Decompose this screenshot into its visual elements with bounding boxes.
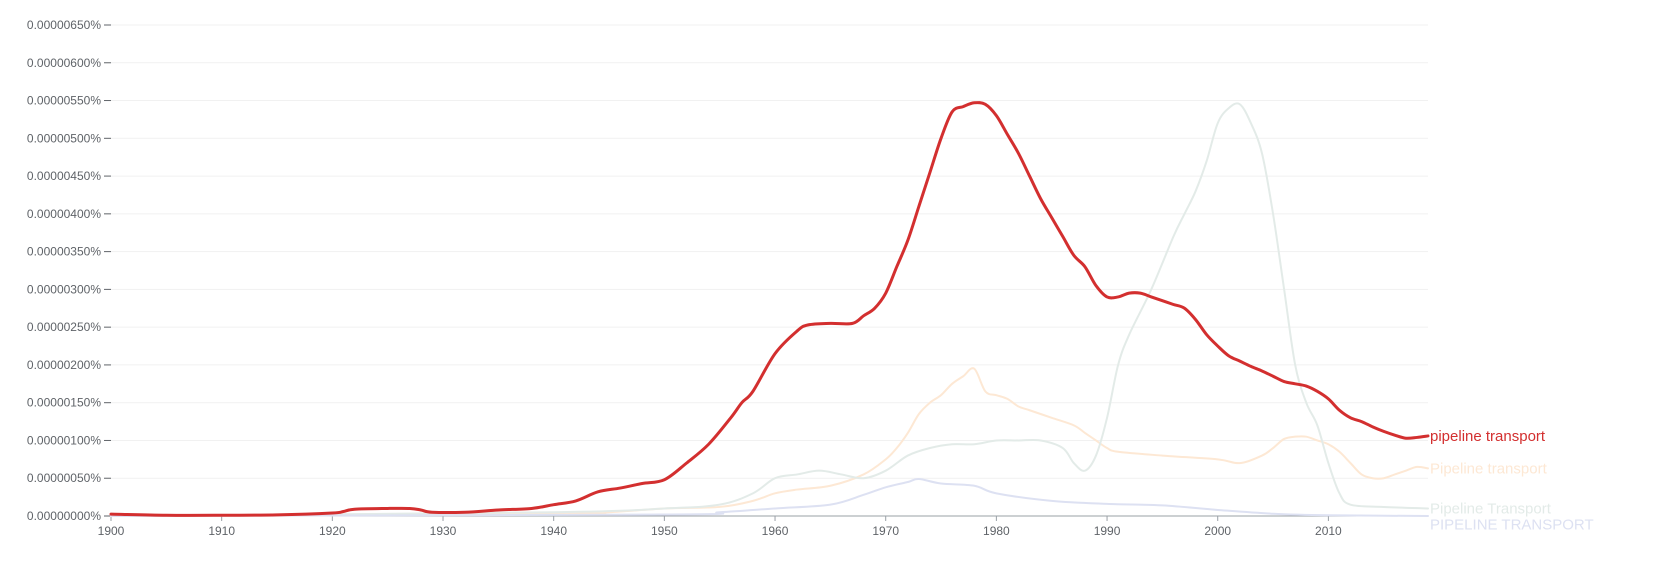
y-axis: 0.00000650% 0.00000600% 0.00000550% 0.00000… — [27, 18, 111, 523]
y-tick-label: 0.00000550% — [27, 94, 101, 108]
y-tick-label: 0.00000650% — [27, 18, 101, 32]
gridlines — [111, 24, 1428, 479]
y-tick-label: 0.00000450% — [27, 169, 101, 183]
series-label-pipeline-transport-1[interactable]: Pipeline transport — [1430, 460, 1548, 477]
y-tick-label: 0.00000000% — [27, 509, 101, 523]
x-axis: 1900 1910 1920 1930 1940 1950 1960 1970 1980 1990… — [98, 515, 1428, 538]
y-tick-label: 0.00000350% — [27, 245, 101, 259]
x-tick-label: 2010 — [1315, 524, 1342, 538]
y-tick-label: 0.00000150% — [27, 396, 101, 410]
series-labels: pipeline transport Pipeline transport Pipe… — [1430, 428, 1594, 534]
x-tick-label: 1960 — [762, 524, 789, 538]
y-tick-label: 0.00000300% — [27, 282, 101, 296]
series-label-pipeline-transport[interactable]: pipeline transport — [1430, 428, 1546, 445]
x-tick-label: 1980 — [983, 524, 1010, 538]
series-label-pipeline-transport-2[interactable]: Pipeline Transport — [1430, 500, 1552, 517]
series-line-pipeline-transport-2[interactable] — [110, 102, 1429, 517]
x-tick-label: 1970 — [872, 524, 899, 538]
y-tick-label: 0.00000500% — [27, 131, 101, 145]
y-tick-label: 0.00000200% — [27, 358, 101, 372]
x-tick-label: 2000 — [1204, 524, 1231, 538]
y-tick-label: 0.00000100% — [27, 433, 101, 447]
y-tick-label: 0.00000050% — [27, 471, 101, 485]
series-label-pipeline-transport-3[interactable]: PIPELINE TRANSPORT — [1430, 516, 1594, 533]
series-line-pipeline-transport[interactable] — [109, 101, 1430, 517]
y-tick-label: 0.00000600% — [27, 56, 101, 70]
x-tick-label: 1940 — [540, 524, 567, 538]
x-tick-label: 1910 — [208, 524, 235, 538]
x-tick-label: 1990 — [1094, 524, 1121, 538]
y-tick-label: 0.00000400% — [27, 207, 101, 221]
series-lines — [109, 101, 1430, 517]
x-tick-label: 1900 — [98, 524, 125, 538]
series-line-pipeline-transport-1[interactable] — [110, 367, 1429, 517]
x-tick-label: 1930 — [430, 524, 457, 538]
series-line-pipeline-transport-3[interactable] — [110, 477, 1429, 517]
x-tick-label: 1950 — [651, 524, 678, 538]
x-tick-label: 1920 — [319, 524, 346, 538]
y-tick-label: 0.00000250% — [27, 320, 101, 334]
